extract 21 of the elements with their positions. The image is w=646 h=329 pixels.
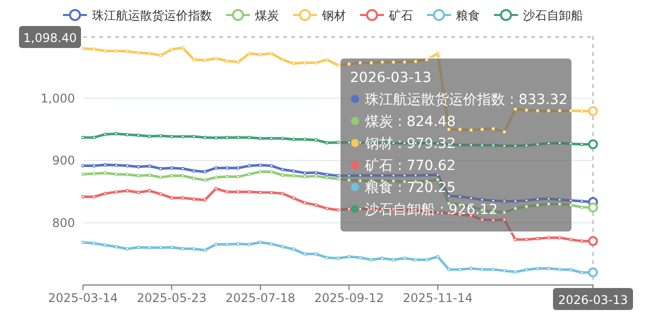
annotation: 粮食 : 720.25 (365, 180, 456, 196)
legend-label: 煤炭 (255, 8, 279, 22)
x-tick-label: 2026-03-13 (558, 293, 628, 307)
y-tick-label: 800 (52, 216, 75, 230)
legend-label: 沙石自卸船 (523, 8, 583, 22)
legend-label: 矿石 (388, 8, 413, 22)
legend-label: 珠江航运散货运价指数 (92, 8, 212, 22)
annotation: 珠江航运散货运价指数 : 833.32 (365, 92, 568, 108)
annotation: 煤炭 : 824.48 (365, 114, 456, 130)
x-tick-label: 2025-03-14 (48, 291, 118, 305)
annotation: 矿石 : 770.62 (364, 158, 456, 174)
x-tick-label: 2025-07-18 (226, 291, 296, 305)
x-tick-label: 2025-11-14 (402, 291, 473, 305)
x-tick-label: 2025-09-12 (314, 291, 384, 305)
y-tick-label: 1,000 (40, 91, 75, 106)
ref-line-label: 1,098.40 (23, 30, 77, 45)
legend-label: 粮食 (456, 8, 480, 22)
y-tick-label: 900 (52, 154, 75, 168)
x-tick-label: 2025-05-23 (136, 291, 207, 305)
annotation: 2026-03-13 (350, 70, 432, 86)
legend-label: 钢材 (321, 8, 346, 22)
